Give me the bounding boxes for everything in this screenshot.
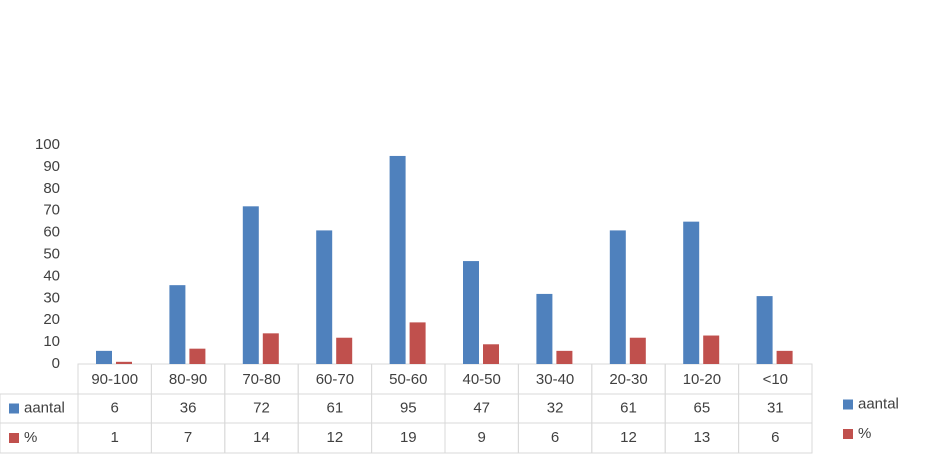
bar — [242, 206, 259, 364]
legend-label: aantal — [858, 395, 899, 412]
table-row-label: % — [24, 429, 37, 446]
table-value: 61 — [327, 399, 344, 416]
y-tick-label: 40 — [43, 267, 60, 284]
table-value: 65 — [694, 399, 711, 416]
y-tick-label: 100 — [35, 136, 60, 153]
x-tick-label: 90-100 — [91, 371, 138, 388]
y-tick-label: 30 — [43, 289, 60, 306]
x-tick-label: <10 — [763, 371, 788, 388]
y-tick-label: 10 — [43, 333, 60, 350]
bar — [316, 230, 333, 364]
bar — [189, 348, 206, 364]
bar — [336, 337, 353, 364]
table-value: 14 — [253, 429, 270, 446]
table-value: 31 — [767, 399, 784, 416]
bar — [703, 335, 720, 364]
table-value: 36 — [180, 399, 197, 416]
x-tick-label: 60-70 — [316, 371, 354, 388]
table-value: 72 — [253, 399, 270, 416]
table-value: 6 — [551, 429, 559, 446]
bar — [629, 337, 646, 364]
y-tick-label: 90 — [43, 158, 60, 175]
bar — [683, 221, 700, 364]
y-tick-label: 0 — [52, 355, 60, 372]
bar — [409, 322, 426, 364]
legend-key — [843, 399, 853, 410]
x-tick-label: 30-40 — [536, 371, 574, 388]
bar — [463, 261, 479, 364]
table-value: 12 — [327, 429, 344, 446]
table-value: 61 — [620, 399, 637, 416]
y-tick-label: 50 — [43, 245, 60, 262]
x-tick-label: 40-50 — [463, 371, 501, 388]
y-tick-label: 70 — [43, 202, 60, 219]
x-tick-label: 20-30 — [609, 371, 647, 388]
table-value: 95 — [400, 399, 417, 416]
table-row-label: aantal — [24, 399, 65, 416]
bar — [556, 350, 573, 364]
table-value: 32 — [547, 399, 564, 416]
table-cell — [738, 422, 813, 454]
y-tick-label: 60 — [43, 224, 60, 241]
legend-label: % — [858, 425, 871, 442]
bar — [116, 361, 132, 364]
legend-key — [9, 403, 19, 414]
x-tick-label: 50-60 — [389, 371, 427, 388]
table-value: 9 — [478, 429, 486, 446]
table-value: 19 — [400, 429, 417, 446]
table-value: 12 — [620, 429, 637, 446]
table-value: 47 — [473, 399, 490, 416]
table-value: 6 — [771, 429, 779, 446]
y-tick-label: 80 — [43, 180, 60, 197]
table-cell — [0, 422, 79, 454]
x-tick-label: 10-20 — [683, 371, 721, 388]
x-tick-label: 70-80 — [242, 371, 280, 388]
y-tick-label: 20 — [43, 311, 60, 328]
bar — [169, 285, 186, 364]
bar — [389, 155, 406, 364]
bar — [756, 296, 773, 364]
table-value: 6 — [111, 399, 119, 416]
table-value: 7 — [184, 429, 192, 446]
bar — [483, 344, 499, 364]
bar — [536, 293, 553, 364]
bar — [96, 350, 112, 364]
bar — [262, 333, 279, 364]
bar — [776, 350, 793, 364]
bar — [609, 230, 626, 364]
table-value: 13 — [694, 429, 711, 446]
x-tick-label: 80-90 — [169, 371, 207, 388]
table-value: 1 — [111, 429, 119, 446]
legend-key — [9, 433, 19, 443]
legend-key — [843, 429, 853, 439]
